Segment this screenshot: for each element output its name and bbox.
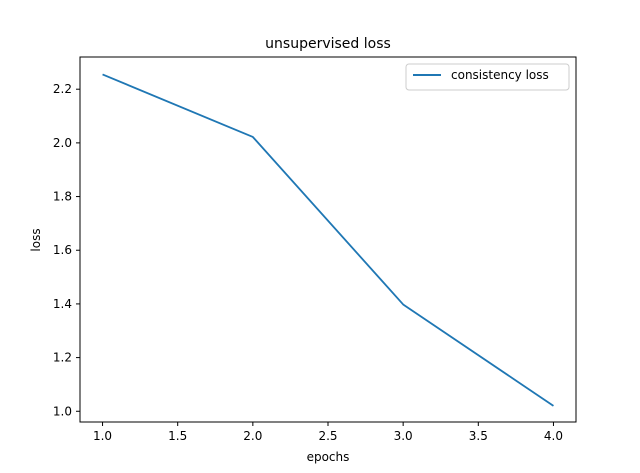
x-axis: 1.0 1.5 2.0 2.5 3.0 3.5 4.0 [93, 422, 563, 443]
series-line [102, 73, 554, 407]
legend-box [405, 63, 570, 91]
x-tick-label: 4.0 [544, 429, 563, 443]
x-axis-label: epochs [307, 450, 350, 464]
x-tick-label: 1.5 [168, 429, 187, 443]
y-tick-label: 2.0 [53, 136, 72, 150]
y-tick-label: 1.2 [53, 351, 72, 365]
x-tick-label: 3.5 [469, 429, 488, 443]
y-tick-label: 1.8 [53, 190, 72, 204]
legend: consistency loss [405, 63, 570, 91]
y-tick-label: 1.4 [53, 297, 72, 311]
plot-frame [79, 56, 577, 423]
y-axis: 1.0 1.2 1.4 1.6 1.8 2.0 2.2 [53, 82, 80, 418]
chart-title: unsupervised loss [265, 36, 391, 52]
x-tick-label: 2.0 [243, 429, 262, 443]
x-tick-label: 1.0 [93, 429, 112, 443]
y-axis-label: loss [29, 228, 43, 251]
plot-lines [102, 73, 554, 407]
y-tick-label: 1.0 [53, 404, 72, 418]
y-tick-label: 1.6 [53, 243, 72, 257]
y-tick-label: 2.2 [53, 82, 72, 96]
x-tick-label: 2.5 [318, 429, 337, 443]
legend-label: consistency loss [451, 68, 549, 82]
x-tick-label: 3.0 [394, 429, 413, 443]
